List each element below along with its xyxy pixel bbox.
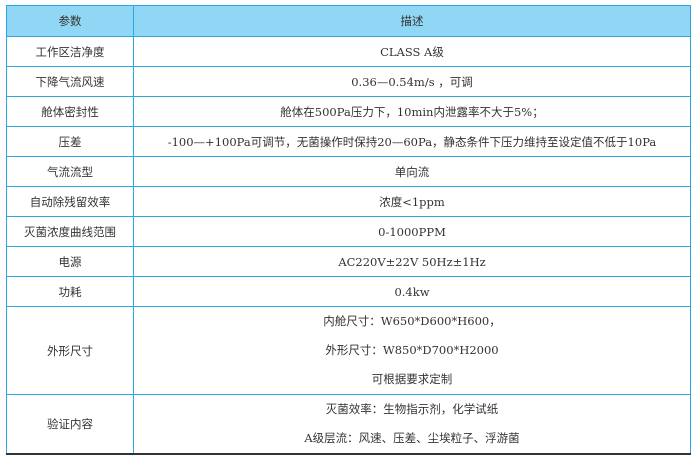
desc-line: 浓度<1ppm [379,194,445,209]
spec-table: 参数 描述 工作区洁净度 CLASS A级下降气流风速 0.36—0.54m/s ，… [6,5,691,455]
desc-cell: -100—+100Pa可调节，无菌操作时保持20—60Pa，静态条件下压力维持至… [133,126,691,157]
param-cell: 验证内容 [6,394,134,455]
table-row: 验证内容 灭菌效率：生物指示剂，化学试纸 A级层流：风速、压差、尘埃粒子、浮游菌 [6,394,691,455]
desc-cell: 0-1000PPM [133,216,691,247]
table-row: 电源 AC220V±22V 50Hz±1Hz [6,246,691,277]
desc-cell: CLASS A级 [133,36,691,67]
desc-cell: 内舱尺寸：W650*D600*H600， 外形尺寸：W850*D700*H2000… [133,306,691,395]
desc-line: 0.36—0.54m/s ，可调 [351,74,473,89]
desc-cell: 灭菌效率：生物指示剂，化学试纸 A级层流：风速、压差、尘埃粒子、浮游菌 [133,394,691,455]
desc-line: 舱体在500Pa压力下，10min内泄露率不大于5%； [280,104,544,119]
table-row: 工作区洁净度 CLASS A级 [6,36,691,67]
param-cell: 工作区洁净度 [6,36,134,67]
desc-line: 0.4kw [394,284,430,299]
param-cell: 气流流型 [6,156,134,187]
desc-cell: 舱体在500Pa压力下，10min内泄露率不大于5%； [133,96,691,127]
desc-line: 外形尺寸：W850*D700*H2000 [325,343,499,357]
header-desc: 描述 [133,5,691,37]
desc-line: 可根据要求定制 [371,372,453,386]
table-row: 舱体密封性 舱体在500Pa压力下，10min内泄露率不大于5%； [6,96,691,127]
table-row: 外形尺寸 内舱尺寸：W650*D600*H600， 外形尺寸：W850*D700*H… [6,306,691,395]
desc-line: 0-1000PPM [378,224,446,239]
desc-line: 单向流 [394,164,430,179]
desc-line: CLASS A级 [380,44,444,59]
param-cell: 自动除残留效率 [6,186,134,217]
param-cell: 下降气流风速 [6,66,134,97]
param-cell: 电源 [6,246,134,277]
header-param: 参数 [6,5,134,37]
desc-line: -100—+100Pa可调节，无菌操作时保持20—60Pa，静态条件下压力维持至… [167,134,657,149]
desc-cell: 0.4kw [133,276,691,307]
table-row: 下降气流风速 0.36—0.54m/s ，可调 [6,66,691,97]
desc-cell: 浓度<1ppm [133,186,691,217]
param-cell: 舱体密封性 [6,96,134,127]
desc-line: 灭菌效率：生物指示剂，化学试纸 [325,402,499,416]
desc-cell: 0.36—0.54m/s ，可调 [133,66,691,97]
desc-cell: 单向流 [133,156,691,187]
table-row: 自动除残留效率 浓度<1ppm [6,186,691,217]
param-cell: 功耗 [6,276,134,307]
desc-line: AC220V±22V 50Hz±1Hz [338,254,486,269]
param-cell: 灭菌浓度曲线范围 [6,216,134,247]
table-row: 气流流型 单向流 [6,156,691,187]
param-cell: 外形尺寸 [6,306,134,395]
desc-line: A级层流：风速、压差、尘埃粒子、浮游菌 [304,431,520,445]
table-header-row: 参数 描述 [6,5,691,37]
param-cell: 压差 [6,126,134,157]
table-row: 灭菌浓度曲线范围 0-1000PPM [6,216,691,247]
desc-line: 内舱尺寸：W650*D600*H600， [323,314,501,328]
table-row: 功耗 0.4kw [6,276,691,307]
table-row: 压差 -100—+100Pa可调节，无菌操作时保持20—60Pa，静态条件下压力维… [6,126,691,157]
desc-cell: AC220V±22V 50Hz±1Hz [133,246,691,277]
